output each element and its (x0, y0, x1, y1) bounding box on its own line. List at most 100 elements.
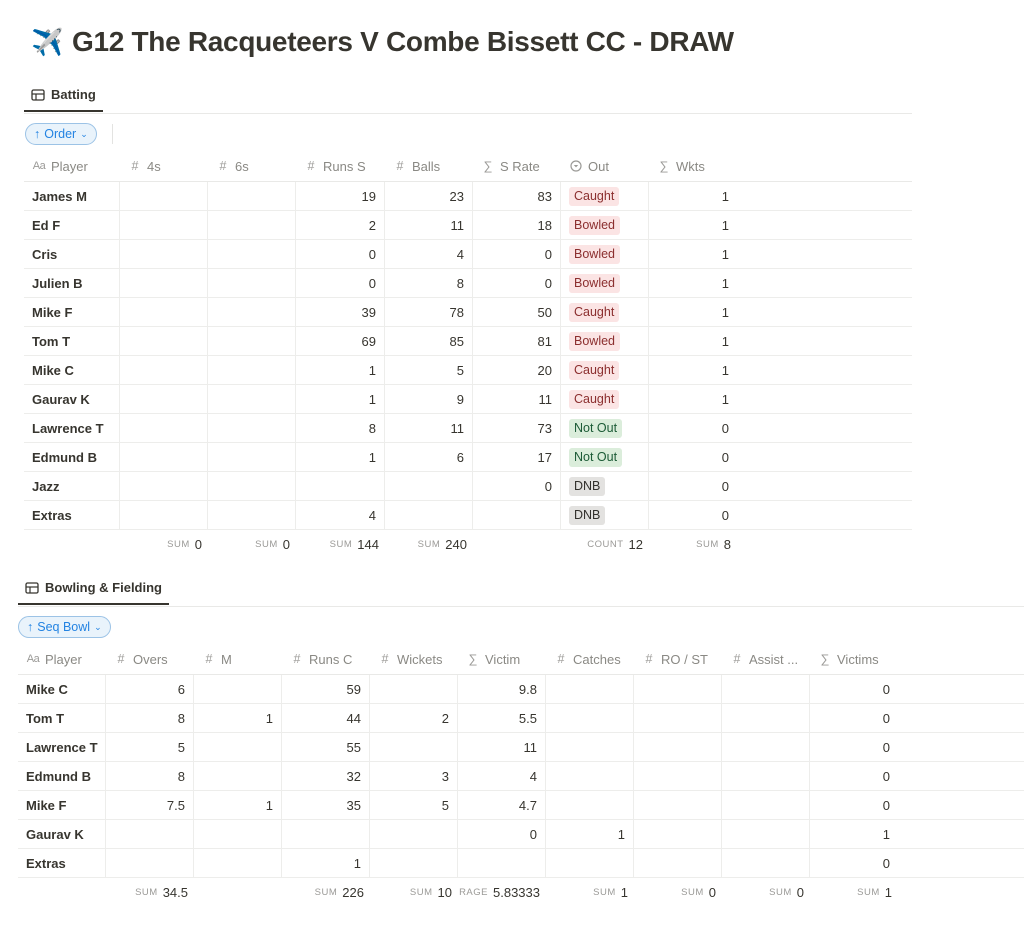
fours-cell[interactable] (120, 182, 208, 210)
fours-cell[interactable] (120, 472, 208, 500)
player-name-cell[interactable]: Edmund B (18, 762, 106, 790)
wkts-cell[interactable]: 1 (721, 362, 729, 378)
player-name-cell[interactable]: Jazz (24, 472, 120, 500)
column-header-6s[interactable]: #6s (208, 151, 296, 181)
table-row[interactable]: Jazz 0 DNB 0 (24, 472, 912, 501)
rost-cell[interactable] (634, 820, 722, 848)
column-header-player[interactable]: Aa Player (24, 151, 120, 181)
column-calculation[interactable]: SUM 34.5 (106, 880, 194, 904)
runs-cell[interactable]: 8 (296, 414, 385, 442)
catches-cell[interactable] (546, 791, 634, 819)
player-name-cell[interactable]: Mike F (18, 791, 106, 819)
overs-cell[interactable]: 8 (106, 762, 194, 790)
m-cell[interactable] (194, 675, 282, 703)
balls-cell[interactable]: 78 (385, 298, 473, 326)
victims-cell[interactable]: 0 (882, 739, 890, 755)
column-calculation[interactable]: SUM 0 (722, 880, 810, 904)
balls-cell[interactable] (385, 472, 473, 500)
wkts-cell[interactable]: 0 (721, 420, 729, 436)
fours-cell[interactable] (120, 240, 208, 268)
runs-cell[interactable]: 1 (296, 356, 385, 384)
out-status-cell[interactable]: Not Out (561, 414, 649, 442)
sixes-cell[interactable] (208, 414, 296, 442)
runs-cell[interactable]: 0 (296, 240, 385, 268)
column-header-out[interactable]: Out (561, 151, 649, 181)
player-name-cell[interactable]: Ed F (24, 211, 120, 239)
table-row[interactable]: Edmund B 1 6 17 Not Out 0 (24, 443, 912, 472)
player-name-cell[interactable]: Gaurav K (18, 820, 106, 848)
column-header-4s[interactable]: #4s (120, 151, 208, 181)
column-header-overs[interactable]: # Overs (106, 644, 194, 674)
runs-cell[interactable]: 69 (296, 327, 385, 355)
column-calculation[interactable] (194, 880, 282, 904)
player-name-cell[interactable]: Gaurav K (24, 385, 120, 413)
rate-cell[interactable]: 0 (473, 240, 561, 268)
out-status-cell[interactable]: DNB (561, 501, 649, 529)
sixes-cell[interactable] (208, 472, 296, 500)
assist-cell[interactable] (722, 733, 810, 761)
sixes-cell[interactable] (208, 211, 296, 239)
balls-cell[interactable]: 11 (385, 414, 473, 442)
player-name-cell[interactable]: Lawrence T (24, 414, 120, 442)
player-name-cell[interactable]: Lawrence T (18, 733, 106, 761)
overs-cell[interactable]: 6 (106, 675, 194, 703)
rost-cell[interactable] (634, 762, 722, 790)
rost-cell[interactable] (634, 733, 722, 761)
assist-cell[interactable] (722, 820, 810, 848)
runs-cell[interactable]: 1 (296, 385, 385, 413)
column-header-m[interactable]: # M (194, 644, 282, 674)
out-status-cell[interactable]: Caught (561, 385, 649, 413)
overs-cell[interactable]: 7.5 (106, 791, 194, 819)
m-cell[interactable] (194, 849, 282, 877)
column-calculation[interactable]: SUM 8 (649, 532, 737, 556)
column-calculation[interactable]: SUM 10 (370, 880, 458, 904)
wickets-cell[interactable] (370, 820, 458, 848)
sixes-cell[interactable] (208, 443, 296, 471)
victim-cell[interactable]: 0 (458, 820, 546, 848)
column-calculation[interactable]: SUM 0 (634, 880, 722, 904)
rost-cell[interactable] (634, 675, 722, 703)
player-name-cell[interactable]: James M (24, 182, 120, 210)
victim-cell[interactable] (458, 849, 546, 877)
fours-cell[interactable] (120, 327, 208, 355)
wickets-cell[interactable] (370, 849, 458, 877)
wickets-cell[interactable]: 2 (370, 704, 458, 732)
fours-cell[interactable] (120, 269, 208, 297)
column-calculation[interactable]: SUM 226 (282, 880, 370, 904)
victims-cell[interactable]: 0 (882, 681, 890, 697)
player-name-cell[interactable]: Edmund B (24, 443, 120, 471)
m-cell[interactable]: 1 (194, 791, 282, 819)
balls-cell[interactable]: 9 (385, 385, 473, 413)
fours-cell[interactable] (120, 298, 208, 326)
player-name-cell[interactable]: Mike F (24, 298, 120, 326)
victim-cell[interactable]: 4 (458, 762, 546, 790)
column-header-ro-st[interactable]: # RO / ST (634, 644, 722, 674)
column-calculation[interactable]: SUM 144 (296, 532, 385, 556)
column-calculation[interactable] (24, 532, 120, 556)
table-row[interactable]: James M 19 23 83 Caught 1 (24, 182, 912, 211)
m-cell[interactable]: 1 (194, 704, 282, 732)
column-header-balls[interactable]: # Balls (385, 151, 473, 181)
m-cell[interactable] (194, 820, 282, 848)
sixes-cell[interactable] (208, 269, 296, 297)
rost-cell[interactable] (634, 791, 722, 819)
rate-cell[interactable]: 0 (473, 269, 561, 297)
victims-cell[interactable]: 0 (882, 855, 890, 871)
out-status-cell[interactable]: Caught (561, 356, 649, 384)
wickets-cell[interactable]: 3 (370, 762, 458, 790)
runs-cell[interactable] (282, 820, 370, 848)
out-status-cell[interactable]: Bowled (561, 269, 649, 297)
out-status-cell[interactable]: Caught (561, 298, 649, 326)
wkts-cell[interactable]: 1 (721, 304, 729, 320)
balls-cell[interactable]: 23 (385, 182, 473, 210)
rate-cell[interactable]: 0 (473, 472, 561, 500)
runs-cell[interactable]: 35 (282, 791, 370, 819)
catches-cell[interactable] (546, 704, 634, 732)
out-status-cell[interactable]: DNB (561, 472, 649, 500)
victims-cell[interactable]: 1 (882, 826, 890, 842)
victim-cell[interactable]: 5.5 (458, 704, 546, 732)
table-row[interactable]: Lawrence T 5 55 11 0 (18, 733, 1024, 762)
table-row[interactable]: Edmund B 8 32 3 4 0 (18, 762, 1024, 791)
runs-cell[interactable]: 19 (296, 182, 385, 210)
